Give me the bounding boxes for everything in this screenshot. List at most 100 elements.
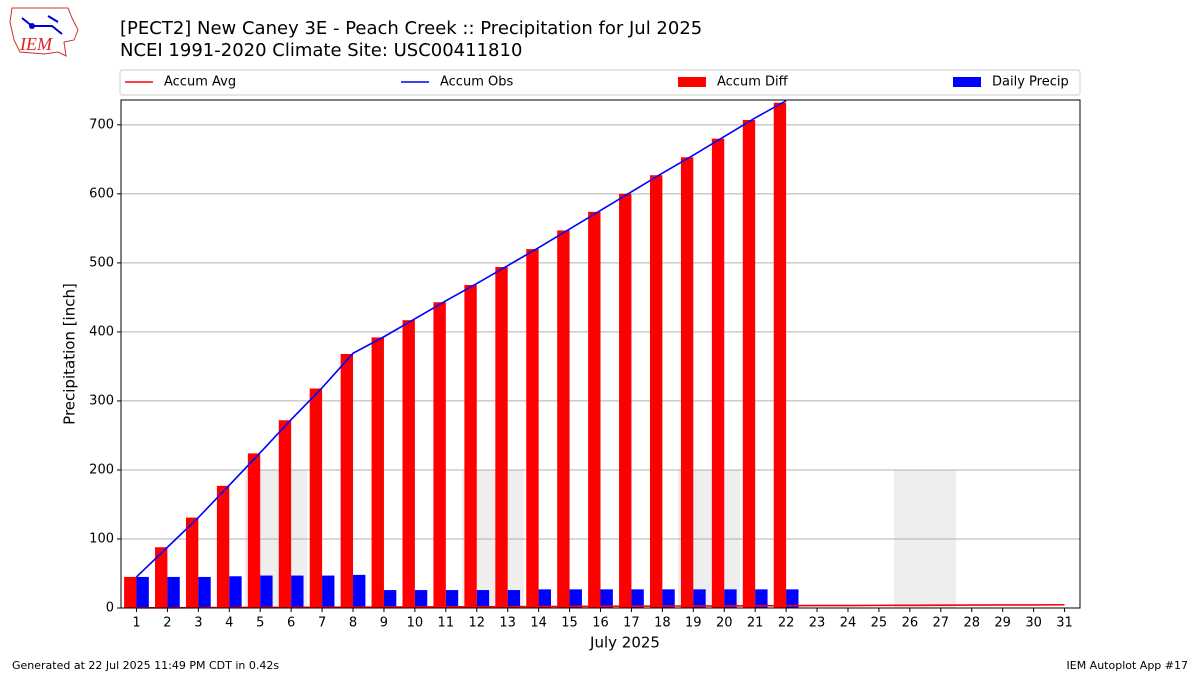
bar bbox=[322, 575, 335, 608]
legend-label: Accum Diff bbox=[717, 75, 789, 90]
x-axis-label: July 2025 bbox=[589, 634, 660, 652]
bar bbox=[680, 157, 694, 609]
legend-swatch bbox=[678, 77, 706, 87]
x-tick-label: 16 bbox=[592, 616, 609, 631]
logo-dot bbox=[29, 23, 35, 29]
x-tick-label: 28 bbox=[963, 616, 980, 631]
bar bbox=[631, 589, 644, 608]
plot-frame bbox=[120, 99, 1081, 609]
bar bbox=[260, 575, 273, 608]
bar bbox=[136, 576, 149, 608]
x-tick-label: 6 bbox=[287, 616, 295, 631]
y-tick-label: 700 bbox=[89, 117, 114, 132]
bar bbox=[662, 589, 675, 608]
bar bbox=[229, 576, 242, 608]
x-tick-label: 9 bbox=[380, 616, 388, 631]
line bbox=[136, 603, 1065, 609]
bar bbox=[383, 590, 397, 608]
bar bbox=[742, 120, 756, 609]
legend-label: Accum Obs bbox=[440, 75, 513, 90]
legend-box bbox=[119, 69, 1081, 96]
x-tick-label: 27 bbox=[933, 616, 950, 631]
x-tick-label: 29 bbox=[994, 616, 1011, 631]
bar bbox=[433, 302, 446, 608]
bar bbox=[557, 230, 570, 608]
bar bbox=[693, 589, 706, 608]
x-tick-label: 10 bbox=[407, 616, 424, 631]
x-tick-label: 3 bbox=[194, 616, 202, 631]
footer-right: IEM Autoplot App #17 bbox=[1067, 659, 1189, 672]
bar bbox=[538, 589, 552, 608]
y-tick-label: 500 bbox=[89, 255, 114, 270]
bar bbox=[588, 211, 601, 608]
x-tick-label: 2 bbox=[163, 616, 171, 631]
bar bbox=[711, 138, 725, 609]
bar bbox=[600, 589, 613, 608]
bar bbox=[371, 337, 384, 608]
x-tick-label: 4 bbox=[225, 616, 233, 631]
x-tick-label: 21 bbox=[747, 616, 764, 631]
y-tick-label: 400 bbox=[89, 324, 114, 339]
legend-label: Daily Precip bbox=[992, 75, 1069, 90]
y-tick-label: 300 bbox=[89, 393, 114, 408]
bar bbox=[464, 284, 477, 608]
bar bbox=[167, 576, 180, 608]
chart-title: [PECT2] New Caney 3E - Peach Creek :: Pr… bbox=[120, 18, 702, 39]
bar bbox=[569, 589, 582, 608]
bar bbox=[786, 589, 799, 608]
bar bbox=[476, 590, 490, 608]
bar bbox=[198, 576, 211, 608]
logo-text: IEM bbox=[19, 34, 53, 54]
footer-left: Generated at 22 Jul 2025 11:49 PM CDT in… bbox=[12, 659, 279, 672]
bar bbox=[649, 175, 663, 608]
x-tick-label: 24 bbox=[840, 616, 857, 631]
legend-label: Accum Avg bbox=[164, 75, 236, 90]
x-tick-label: 25 bbox=[871, 616, 888, 631]
x-tick-label: 19 bbox=[685, 616, 702, 631]
bar bbox=[278, 420, 292, 608]
x-tick-label: 31 bbox=[1056, 616, 1073, 631]
bar bbox=[340, 354, 354, 608]
x-tick-label: 12 bbox=[468, 616, 485, 631]
y-tick-label: 600 bbox=[89, 186, 114, 201]
x-tick-label: 22 bbox=[778, 616, 795, 631]
bar bbox=[619, 193, 632, 608]
bar bbox=[185, 517, 199, 608]
y-axis-label: Precipitation [inch] bbox=[61, 283, 79, 425]
bar bbox=[773, 102, 787, 609]
bar bbox=[124, 576, 137, 608]
x-tick-label: 17 bbox=[623, 616, 640, 631]
x-tick-label: 26 bbox=[902, 616, 919, 631]
bar bbox=[247, 453, 261, 608]
bar bbox=[414, 590, 428, 608]
x-tick-label: 18 bbox=[654, 616, 671, 631]
bar bbox=[402, 320, 415, 608]
chart-subtitle: NCEI 1991-2020 Climate Site: USC00411810 bbox=[120, 40, 522, 61]
x-tick-label: 1 bbox=[132, 616, 140, 631]
x-tick-label: 20 bbox=[716, 616, 733, 631]
logo: IEM bbox=[9, 7, 79, 57]
bar bbox=[155, 547, 168, 608]
x-tick-label: 23 bbox=[809, 616, 826, 631]
bar bbox=[507, 590, 521, 608]
bar bbox=[495, 267, 508, 608]
x-tick-label: 8 bbox=[349, 616, 357, 631]
bar bbox=[526, 249, 539, 608]
bar bbox=[755, 589, 768, 608]
bar bbox=[445, 590, 459, 608]
y-tick-label: 200 bbox=[89, 462, 114, 477]
legend-swatch bbox=[953, 77, 981, 87]
x-tick-label: 5 bbox=[256, 616, 264, 631]
x-tick-label: 11 bbox=[438, 616, 455, 631]
x-tick-label: 14 bbox=[530, 616, 547, 631]
y-tick-label: 0 bbox=[106, 601, 114, 616]
x-tick-label: 7 bbox=[318, 616, 326, 631]
bar bbox=[291, 575, 304, 608]
line bbox=[135, 99, 787, 578]
logo-lines bbox=[21, 15, 63, 35]
bar bbox=[216, 485, 230, 608]
bar bbox=[724, 589, 737, 608]
x-tick-label: 15 bbox=[561, 616, 578, 631]
y-tick-label: 100 bbox=[89, 531, 114, 546]
